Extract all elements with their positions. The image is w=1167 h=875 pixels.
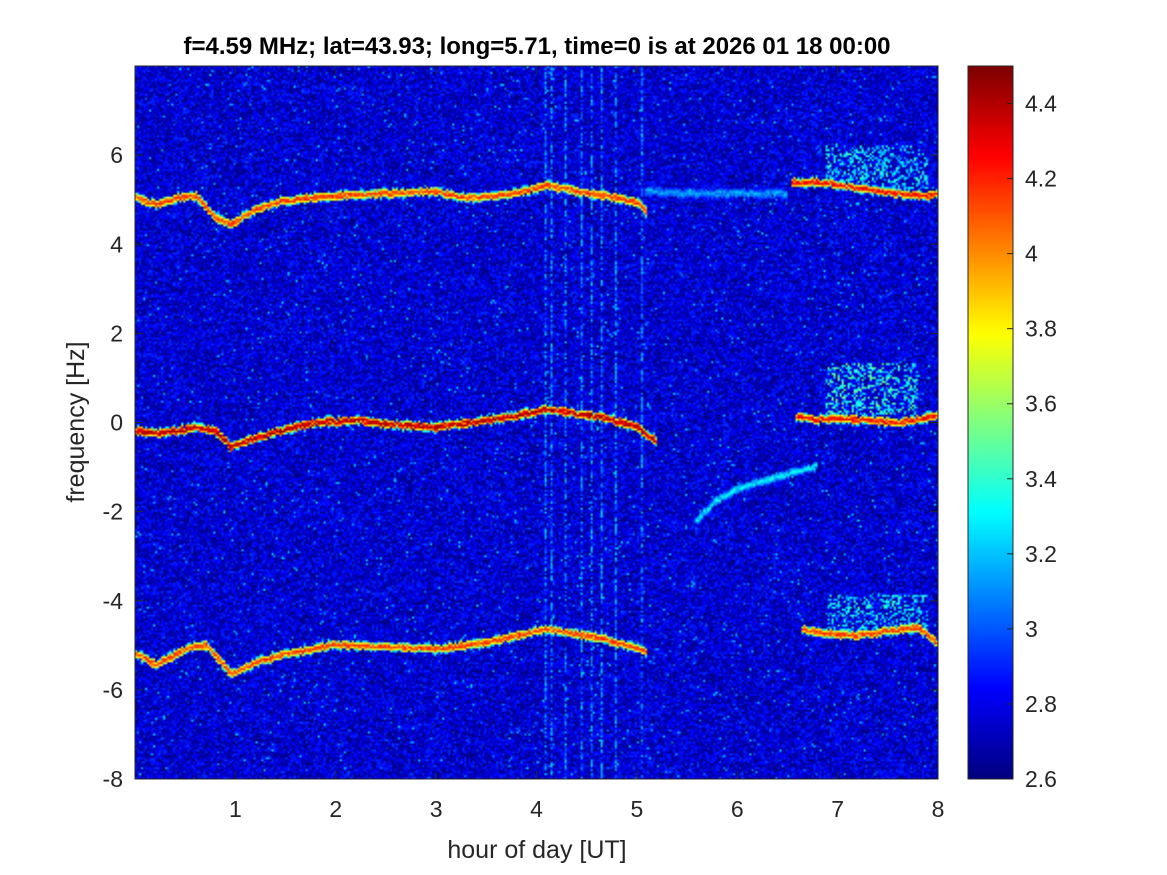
colorbar-axis: 2.6 2.8 3 3.2 3.4 3.6 3.8 4 4.2 4.4 [1007, 91, 1057, 792]
colorbar: 2.6 2.8 3 3.2 3.4 3.6 3.8 4 4.2 4.4 [967, 65, 1057, 792]
colorbar-tick-label: 4 [1025, 241, 1038, 267]
chart-title: f=4.59 MHz; lat=43.93; long=5.71, time=0… [183, 33, 890, 60]
y-tick-label: -2 [103, 499, 123, 525]
colorbar-tick-label: 3.6 [1025, 391, 1057, 417]
y-axis-label: frequency [Hz] [62, 341, 90, 502]
heatmap-image [135, 66, 938, 779]
y-axis: -8 -6 -4 -2 0 2 4 6 [103, 142, 938, 792]
x-tick-label: 4 [530, 796, 543, 822]
colorbar-tick-label: 3.2 [1025, 541, 1057, 567]
colorbar-frame [967, 65, 1014, 780]
colorbar-tick-label: 4.2 [1025, 166, 1057, 192]
y-tick-label: 6 [110, 142, 123, 168]
plot-area [134, 65, 939, 780]
x-axis-label: hour of day [UT] [447, 836, 626, 864]
y-tick-label: -4 [103, 588, 124, 614]
x-tick-label: 8 [932, 796, 945, 822]
x-tick-label: 6 [731, 796, 744, 822]
x-tick-label: 7 [831, 796, 844, 822]
y-tick-label: -6 [103, 677, 123, 703]
y-tick-label: 0 [110, 410, 123, 436]
colorbar-tick-label: 4.4 [1025, 91, 1057, 117]
x-tick-label: 5 [630, 796, 643, 822]
colorbar-tick-label: 3 [1025, 616, 1038, 642]
colorbar-tick-label: 3.4 [1025, 466, 1057, 492]
colorbar-tick-label: 2.8 [1025, 691, 1057, 717]
y-tick-label: 2 [110, 320, 123, 346]
x-tick-label: 3 [430, 796, 443, 822]
y-tick-label: 4 [110, 231, 123, 257]
x-tick-label: 2 [329, 796, 342, 822]
colorbar-tick-label: 2.6 [1025, 766, 1057, 792]
y-tick-label: -8 [103, 766, 123, 792]
colorbar-gradient [968, 66, 1013, 779]
colorbar-tick-label: 3.8 [1025, 316, 1057, 342]
x-tick-label: 1 [229, 796, 242, 822]
x-axis: 1 2 3 4 5 6 7 8 [229, 66, 944, 822]
